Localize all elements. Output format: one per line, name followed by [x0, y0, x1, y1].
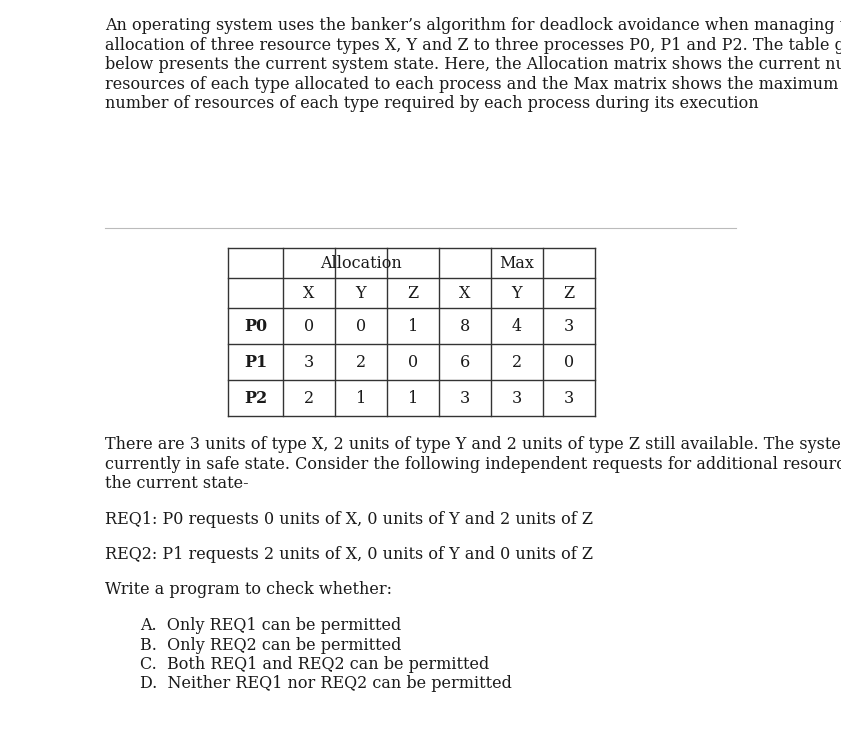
- Text: 3: 3: [304, 354, 315, 370]
- Text: 8: 8: [460, 318, 470, 334]
- Text: Allocation: Allocation: [320, 254, 402, 271]
- Text: Z: Z: [407, 284, 419, 301]
- Text: resources of each type allocated to each process and the Max matrix shows the ma: resources of each type allocated to each…: [105, 76, 838, 93]
- Text: D.  Neither REQ1 nor REQ2 can be permitted: D. Neither REQ1 nor REQ2 can be permitte…: [140, 675, 512, 692]
- Text: A.  Only REQ1 can be permitted: A. Only REQ1 can be permitted: [140, 617, 401, 634]
- Text: C.  Both REQ1 and REQ2 can be permitted: C. Both REQ1 and REQ2 can be permitted: [140, 656, 489, 673]
- Text: 0: 0: [408, 354, 418, 370]
- Text: 3: 3: [563, 390, 574, 406]
- Text: below presents the current system state. Here, the Allocation matrix shows the c: below presents the current system state.…: [105, 56, 841, 73]
- Text: Write a program to check whether:: Write a program to check whether:: [105, 581, 392, 598]
- Text: 1: 1: [356, 390, 366, 406]
- Text: the current state-: the current state-: [105, 475, 249, 492]
- Text: 6: 6: [460, 354, 470, 370]
- Text: 2: 2: [356, 354, 366, 370]
- Text: P0: P0: [244, 318, 267, 334]
- Text: 2: 2: [304, 390, 314, 406]
- Text: X: X: [459, 284, 471, 301]
- Text: P2: P2: [244, 390, 267, 406]
- Text: X: X: [304, 284, 315, 301]
- Text: 3: 3: [512, 390, 522, 406]
- Text: REQ2: P1 requests 2 units of X, 0 units of Y and 0 units of Z: REQ2: P1 requests 2 units of X, 0 units …: [105, 546, 593, 563]
- Text: P1: P1: [244, 354, 267, 370]
- Text: Y: Y: [511, 284, 522, 301]
- Text: Y: Y: [356, 284, 367, 301]
- Text: 1: 1: [408, 318, 418, 334]
- Text: 0: 0: [356, 318, 366, 334]
- Text: 1: 1: [408, 390, 418, 406]
- Text: 0: 0: [564, 354, 574, 370]
- Text: 2: 2: [512, 354, 522, 370]
- Text: 0: 0: [304, 318, 314, 334]
- Text: B.  Only REQ2 can be permitted: B. Only REQ2 can be permitted: [140, 637, 401, 653]
- Text: There are 3 units of type X, 2 units of type Y and 2 units of type Z still avail: There are 3 units of type X, 2 units of …: [105, 436, 841, 453]
- Text: 3: 3: [460, 390, 470, 406]
- Text: Z: Z: [563, 284, 574, 301]
- Text: currently in safe state. Consider the following independent requests for additio: currently in safe state. Consider the fo…: [105, 456, 841, 473]
- Text: Max: Max: [500, 254, 534, 271]
- Text: An operating system uses the banker’s algorithm for deadlock avoidance when mana: An operating system uses the banker’s al…: [105, 17, 841, 34]
- Text: number of resources of each type required by each process during its execution: number of resources of each type require…: [105, 95, 759, 112]
- Text: 3: 3: [563, 318, 574, 334]
- Text: REQ1: P0 requests 0 units of X, 0 units of Y and 2 units of Z: REQ1: P0 requests 0 units of X, 0 units …: [105, 511, 593, 528]
- Text: allocation of three resource types X, Y and Z to three processes P0, P1 and P2. : allocation of three resource types X, Y …: [105, 37, 841, 54]
- Text: 4: 4: [512, 318, 522, 334]
